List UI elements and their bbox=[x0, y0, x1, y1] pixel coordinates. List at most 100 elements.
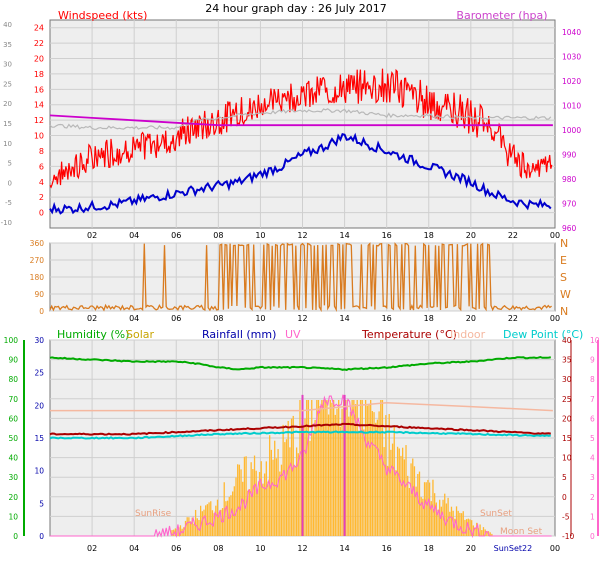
humidity-ytick: 40 bbox=[8, 454, 18, 463]
temp-xtick: SunSet22 bbox=[494, 544, 533, 553]
indoor-line bbox=[50, 401, 553, 412]
temp-xtick: 08 bbox=[213, 544, 223, 553]
baro-ytick: 990 bbox=[562, 151, 577, 160]
humidity-ytick: 50 bbox=[8, 434, 18, 443]
baro-ytick: 980 bbox=[562, 175, 577, 184]
uv-ytick: 8 bbox=[590, 375, 595, 384]
dir-xtick: 04 bbox=[129, 314, 139, 323]
label-temperature: Temperature (°C) bbox=[361, 328, 457, 341]
wind-xtick: 16 bbox=[382, 231, 392, 240]
rain-ytick: 30 bbox=[34, 336, 44, 345]
humidity-ytick: 10 bbox=[8, 512, 18, 521]
wind-ytick-outer: 30 bbox=[3, 61, 12, 69]
temp-ytick: 0 bbox=[562, 493, 567, 502]
wind-ytick: 12 bbox=[34, 116, 44, 125]
wind-ytick: 24 bbox=[34, 24, 44, 33]
wind-ytick: 16 bbox=[34, 85, 44, 94]
dir-xtick: 10 bbox=[255, 314, 265, 323]
baro-ytick: 1020 bbox=[562, 77, 581, 86]
dir-ytick: 270 bbox=[30, 256, 45, 265]
humidity-ytick: 80 bbox=[8, 375, 18, 384]
uv-line bbox=[50, 394, 552, 539]
humidity-ytick: 20 bbox=[8, 493, 18, 502]
wind-ytick-outer: 25 bbox=[3, 80, 12, 88]
label-uv: UV bbox=[285, 328, 301, 341]
wind-ytick-outer: 15 bbox=[3, 120, 12, 128]
dir-compass-label: S bbox=[560, 271, 567, 284]
label-indoor: Indoor bbox=[450, 328, 486, 341]
temp-ytick: 20 bbox=[562, 414, 572, 423]
wind-ylabel: Windspeed (kts) bbox=[58, 9, 147, 22]
dir-xtick: 18 bbox=[424, 314, 434, 323]
dir-xtick: 14 bbox=[339, 314, 349, 323]
dewpoint-line bbox=[49, 430, 551, 440]
chart-title: 24 hour graph day : 26 July 2017 bbox=[205, 2, 387, 15]
uv-ytick: 2 bbox=[590, 493, 595, 502]
avg-wind-line bbox=[49, 132, 552, 215]
temp-ytick: -5 bbox=[562, 512, 570, 521]
dir-xtick: 20 bbox=[466, 314, 476, 323]
dir-xtick: 06 bbox=[171, 314, 181, 323]
sunset-annotation: SunSet bbox=[480, 509, 512, 519]
wind-ytick-outer: 0 bbox=[8, 179, 12, 187]
moonset-annotation: Moon Set bbox=[500, 527, 543, 537]
label-solar: Solar bbox=[126, 328, 155, 341]
wind-ytick-outer: 20 bbox=[3, 100, 12, 108]
dir-xtick: 16 bbox=[382, 314, 392, 323]
wind-ytick: 4 bbox=[39, 178, 44, 187]
uv-ytick: 10 bbox=[590, 336, 600, 345]
dir-ytick: 90 bbox=[34, 290, 44, 299]
baro-ytick: 1030 bbox=[562, 53, 581, 62]
humidity-ytick: 70 bbox=[8, 395, 18, 404]
temp-xtick: 20 bbox=[466, 544, 476, 553]
wind-ytick: 0 bbox=[39, 209, 44, 218]
baro-ytick: 960 bbox=[562, 224, 577, 233]
temp-xtick: 16 bbox=[382, 544, 392, 553]
temp-xtick: 12 bbox=[297, 544, 307, 553]
wind-xtick: 00 bbox=[550, 231, 560, 240]
rain-ytick: 0 bbox=[39, 532, 44, 541]
wind-ytick-outer: 40 bbox=[3, 21, 12, 29]
baro-ytick: 1010 bbox=[562, 102, 581, 111]
wind-ytick: 22 bbox=[34, 39, 44, 48]
dir-ytick: 0 bbox=[39, 307, 44, 316]
rain-ytick: 5 bbox=[39, 499, 44, 508]
wind-ytick-outer: 35 bbox=[3, 41, 12, 49]
wind-xtick: 04 bbox=[129, 231, 139, 240]
temp-xtick: 04 bbox=[129, 544, 139, 553]
label-humidity: Humidity (%) bbox=[57, 328, 129, 341]
temp-ytick: 40 bbox=[562, 336, 572, 345]
dir-xtick: 22 bbox=[508, 314, 518, 323]
temp-xtick: 02 bbox=[87, 544, 97, 553]
wind-ytick: 2 bbox=[39, 193, 44, 202]
humidity-ytick: 30 bbox=[8, 473, 18, 482]
temp-xtick: 18 bbox=[424, 544, 434, 553]
dir-xtick: 02 bbox=[87, 314, 97, 323]
wind-xtick: 20 bbox=[466, 231, 476, 240]
baro-ytick: 1040 bbox=[562, 28, 581, 37]
dir-compass-label: W bbox=[560, 288, 571, 301]
dir-compass-label: N bbox=[560, 305, 568, 318]
wind-ytick: 14 bbox=[34, 101, 44, 110]
series-lines bbox=[23, 68, 599, 539]
dir-ytick: 180 bbox=[30, 273, 45, 282]
rain-ytick: 15 bbox=[34, 434, 44, 443]
humidity-ytick: 0 bbox=[13, 532, 18, 541]
uv-ytick: 5 bbox=[590, 434, 595, 443]
humidity-ytick: 100 bbox=[4, 336, 19, 345]
label-rainfall: Rainfall (mm) bbox=[202, 328, 276, 341]
label-dewpoint: Dew Point (°C) bbox=[503, 328, 583, 341]
baro-ytick: 970 bbox=[562, 200, 577, 209]
wind-xtick: 18 bbox=[424, 231, 434, 240]
wind-xtick: 06 bbox=[171, 231, 181, 240]
sunrise-annotation: SunRise bbox=[135, 509, 172, 519]
baro-trend-line bbox=[49, 108, 552, 130]
wind-ytick: 18 bbox=[34, 70, 44, 79]
temp-ytick: 5 bbox=[562, 473, 567, 482]
wind-ytick: 10 bbox=[34, 132, 44, 141]
humidity-line bbox=[49, 356, 551, 371]
rain-ytick: 20 bbox=[34, 401, 44, 410]
uv-ytick: 3 bbox=[590, 473, 595, 482]
baro-ylabel: Barometer (hpa) bbox=[456, 9, 547, 22]
wind-ytick-outer: -10 bbox=[1, 219, 12, 227]
